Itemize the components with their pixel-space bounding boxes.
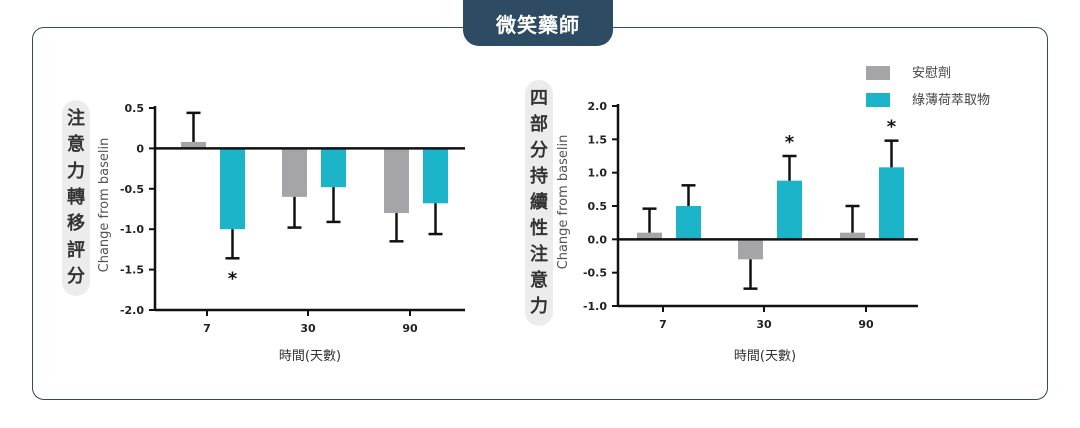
bar-placebo-90 — [384, 148, 409, 214]
panel-title-char: 意 — [67, 134, 85, 156]
panel-title-char: 分 — [530, 140, 548, 161]
x-tick-label: 90 — [402, 322, 418, 335]
x-axis-label: 時間(天數) — [279, 349, 341, 364]
x-tick-label: 30 — [756, 318, 772, 331]
y-tick-label: 1.0 — [588, 167, 608, 180]
y-tick-label: 0.5 — [125, 102, 145, 115]
y-tick-label: -1.0 — [583, 300, 607, 313]
y-axis-label: Change from baselin — [556, 135, 571, 270]
panel-title-char: 力 — [530, 296, 548, 317]
y-tick-label: 2.0 — [588, 100, 608, 113]
legend-label: 綠薄荷萃取物 — [912, 93, 990, 108]
left-panel-title: 注意力轉移評分 — [62, 100, 90, 296]
panel-title-char: 持 — [530, 166, 548, 187]
panel-title-char: 四 — [530, 88, 548, 109]
panel-title-char: 評 — [67, 239, 85, 261]
panel-title-char: 注 — [67, 108, 85, 130]
x-axis-label: 時間(天數) — [734, 349, 796, 364]
panel-title-char: 意 — [530, 270, 548, 291]
x-tick-label: 7 — [659, 318, 667, 331]
legend-swatch-placebo — [866, 66, 890, 80]
bar-mint-90 — [879, 167, 904, 240]
y-tick-label: -1.5 — [120, 264, 144, 277]
bar-mint-30 — [321, 148, 346, 188]
y-tick-label: -1.0 — [120, 223, 144, 236]
brand-badge: 微笑藥師 — [463, 0, 613, 46]
y-tick-label: 0.5 — [588, 200, 608, 213]
legend-label: 安慰劑 — [912, 65, 951, 81]
legend-swatch-mint — [866, 93, 890, 107]
y-tick-label: 0 — [136, 142, 144, 155]
bar-placebo-7 — [637, 232, 662, 240]
x-tick-label: 7 — [203, 322, 211, 335]
y-tick-label: -0.5 — [120, 183, 144, 196]
panel-title-char: 分 — [67, 265, 85, 287]
panel-title-char: 轉 — [67, 186, 85, 208]
bar-placebo-30 — [282, 148, 307, 197]
panel-title-char: 移 — [67, 213, 85, 235]
y-tick-label: 0.0 — [588, 233, 608, 246]
bar-placebo-7 — [181, 141, 206, 149]
bar-mint-30 — [777, 180, 802, 240]
bar-mint-7 — [220, 148, 245, 230]
y-axis-label: Change from baselin — [97, 138, 112, 273]
bar-mint-90 — [423, 148, 448, 204]
x-tick-label: 30 — [300, 322, 316, 335]
significance-star: * — [785, 132, 795, 153]
significance-star: * — [887, 117, 897, 138]
bar-placebo-30 — [738, 239, 763, 260]
y-tick-label: -0.5 — [583, 267, 607, 280]
y-tick-label: 1.5 — [588, 133, 608, 146]
x-tick-label: 90 — [858, 318, 874, 331]
panel-title-char: 部 — [530, 114, 548, 135]
panel-title-char: 力 — [67, 160, 85, 182]
bar-placebo-90 — [840, 232, 865, 240]
bar-mint-7 — [676, 206, 701, 240]
significance-star: * — [228, 268, 238, 289]
right-panel-title: 四部分持續性注意力 — [525, 80, 553, 326]
panel-title-char: 續 — [530, 192, 548, 213]
panel-title-char: 性 — [530, 218, 548, 239]
panel-title-char: 注 — [530, 244, 548, 265]
y-tick-label: -2.0 — [120, 304, 144, 317]
